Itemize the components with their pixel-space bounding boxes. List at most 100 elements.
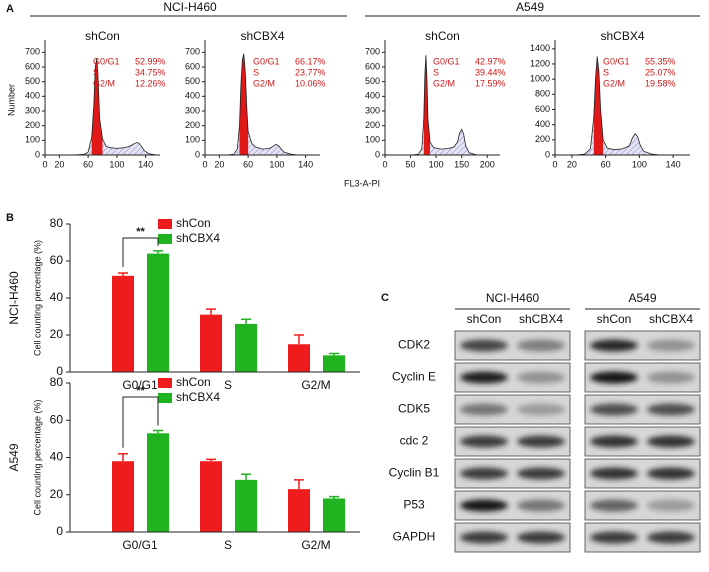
x-tick-label: S [224, 538, 232, 552]
legend-swatch [158, 234, 172, 244]
blot-band [647, 339, 695, 352]
bar [323, 498, 345, 532]
y-tick-label: 600 [25, 61, 40, 71]
stat-value: 25.07% [645, 67, 676, 77]
blot-band [590, 403, 638, 416]
x-tick-label: 60 [601, 159, 611, 169]
x-tick-label: 200 [480, 159, 495, 169]
y-tick-label: 800 [535, 89, 550, 99]
panel-label: C [381, 292, 389, 304]
y-tick-label: 0 [375, 149, 380, 159]
y-tick-label: 300 [25, 105, 40, 115]
x-tick-label: G0/G1 [122, 378, 158, 392]
row-label: NCI-H460 [7, 271, 21, 325]
x-tick-label: 0 [202, 159, 207, 169]
blot-band [460, 435, 508, 448]
x-tick-label: G2/M [301, 378, 330, 392]
stat-label: G0/G1 [433, 56, 460, 66]
significance-bracket [122, 396, 159, 448]
x-tick-label: 150 [454, 159, 469, 169]
y-tick-label: 600 [365, 61, 380, 71]
blot-band [460, 371, 508, 384]
stat-value: 39.44% [475, 67, 506, 77]
blot-band [590, 435, 638, 448]
x-tick-label: G0/G1 [122, 538, 158, 552]
protein-label: CDK2 [398, 338, 430, 352]
blot-band [517, 435, 565, 448]
bar [200, 314, 222, 372]
y-tick-label: 1000 [530, 74, 550, 84]
x-tick-label: 100 [269, 159, 284, 169]
plot-title: shCon [85, 29, 120, 43]
histogram-line [410, 55, 478, 156]
stat-value: 42.97% [475, 56, 506, 66]
x-tick-label: 50 [406, 159, 416, 169]
stat-value: 10.06% [295, 78, 326, 88]
y-tick-label: 600 [185, 61, 200, 71]
stat-label: G2/M [93, 78, 115, 88]
blot-band [590, 531, 638, 544]
y-tick-label: 600 [535, 104, 550, 114]
bar [200, 461, 222, 532]
y-tick-label: 700 [25, 47, 40, 57]
y-tick-label: 60 [50, 253, 64, 267]
blot-band [647, 403, 695, 416]
protein-label: Cyclin B1 [389, 466, 440, 480]
x-tick-label: G2/M [301, 538, 330, 552]
x-tick-label: 100 [109, 159, 124, 169]
y-tick-label: 80 [50, 375, 64, 389]
x-tick-label: 140 [666, 159, 681, 169]
stat-value: 66.17% [295, 56, 326, 66]
y-tick-label: 200 [185, 120, 200, 130]
blot-band [460, 339, 508, 352]
y-tick-label: 400 [25, 91, 40, 101]
lane-label: shCon [467, 312, 502, 326]
stat-label: G0/G1 [253, 56, 280, 66]
stat-value: 17.59% [475, 78, 506, 88]
x-tick-label: 0 [382, 159, 387, 169]
y-tick-label: 200 [25, 120, 40, 130]
bar [288, 489, 310, 532]
y-tick-label: 40 [50, 450, 64, 464]
histogram-line [73, 58, 157, 156]
plot-title: shCon [425, 29, 460, 43]
x-tick-label: 140 [298, 159, 313, 169]
protein-label: cdc 2 [400, 434, 429, 448]
histogram-line [576, 56, 661, 156]
y-axis-label: Cell counting percentage (%) [32, 240, 42, 356]
g1-peak-fill [593, 56, 604, 155]
bar [147, 433, 169, 532]
legend-swatch [158, 393, 172, 403]
stat-value: 55.35% [645, 56, 676, 66]
y-tick-label: 300 [185, 105, 200, 115]
y-tick-label: 0 [56, 524, 63, 538]
y-tick-label: 20 [50, 487, 64, 501]
stat-label: S [433, 67, 439, 77]
legend-label: shCBX4 [176, 231, 220, 245]
bar [235, 479, 257, 532]
blot-band [517, 531, 565, 544]
stat-value: 19.58% [645, 78, 676, 88]
y-tick-label: 400 [185, 91, 200, 101]
plot-title: shCBX4 [600, 29, 644, 43]
x-tick-label: 0 [552, 159, 557, 169]
stat-label: G2/M [433, 78, 455, 88]
x-tick-label: 60 [243, 159, 253, 169]
y-tick-label: 40 [50, 290, 64, 304]
stat-label: S [93, 67, 99, 77]
stat-label: G0/G1 [603, 56, 630, 66]
blot-band [460, 499, 508, 512]
bar [147, 253, 169, 372]
y-tick-label: 400 [365, 91, 380, 101]
y-tick-label: 200 [535, 134, 550, 144]
row-label: A549 [7, 443, 21, 471]
legend-label: shCBX4 [176, 390, 220, 404]
panel-label: A [6, 3, 14, 15]
blot-band [517, 499, 565, 512]
blot-band [590, 467, 638, 480]
y-tick-label: 200 [365, 120, 380, 130]
blot-band [647, 499, 695, 512]
group-label: A549 [516, 0, 544, 14]
blot-band [647, 531, 695, 544]
group-label: NCI-H460 [163, 0, 217, 14]
